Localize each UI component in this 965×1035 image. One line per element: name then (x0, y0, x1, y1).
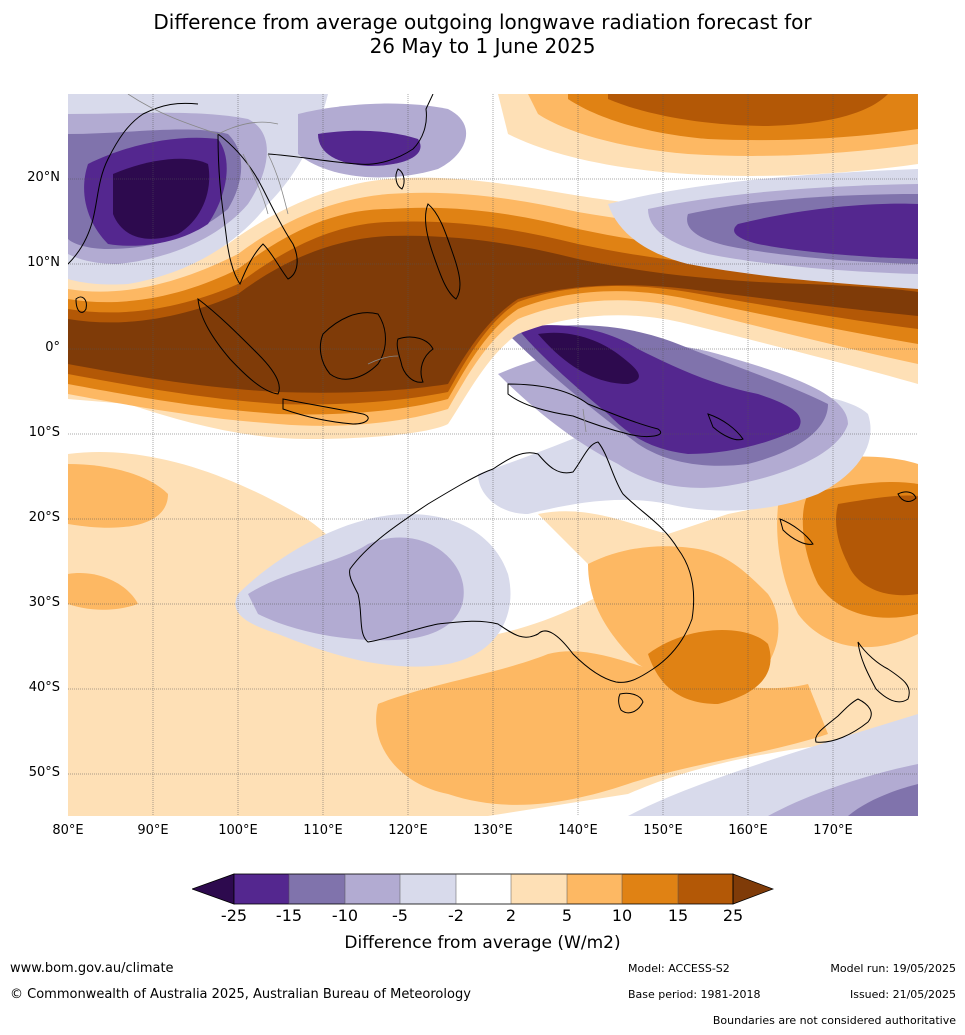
colorbar-swatch-p10-p15 (622, 874, 678, 904)
title-line-2: 26 May to 1 June 2025 (369, 34, 596, 58)
fiji-coastline (897, 491, 917, 502)
lon-label-150e: 150°E (643, 823, 683, 838)
colorbar-swatch-n2-p2 (456, 874, 511, 904)
colorbar-extend-low (190, 873, 235, 905)
colorbar-tick-n25: -25 (220, 906, 248, 925)
borneo-coastline (319, 312, 386, 380)
sri-lanka-coastline (75, 296, 87, 313)
lat-label-40s: 40°S (28, 680, 60, 695)
country-borders (127, 94, 587, 433)
region-bay-of-bengal-extreme (113, 158, 210, 239)
colorbar-swatch-n25-n15 (234, 874, 289, 904)
region-melanesia-extreme (538, 332, 639, 384)
lon-label-130e: 130°E (473, 823, 513, 838)
new-zealand-south-coastline (815, 698, 872, 743)
philippines-coastline (425, 203, 461, 300)
new-zealand-north-coastline (857, 641, 910, 703)
copyright-notice: © Commonwealth of Australia 2025, Austra… (10, 987, 471, 1002)
graticule (68, 94, 918, 816)
java-coastline (282, 398, 369, 425)
lat-label-20s: 20°S (28, 510, 60, 525)
sulawesi-coastline (396, 336, 434, 383)
colorbar-swatch-n5-n2 (400, 874, 456, 904)
region-west-indian-orange-2 (68, 573, 138, 610)
region-southern-ocean-purple-3 (848, 784, 918, 816)
colorbar-swatch-p5-p10 (567, 874, 622, 904)
lon-label-170e: 170°E (813, 823, 853, 838)
lon-label-80e: 80°E (52, 823, 84, 838)
colorbar-tick-p5: 5 (561, 906, 573, 925)
anomaly-map (68, 94, 918, 816)
colorbar-swatch-n15-n10 (289, 874, 345, 904)
boundaries-disclaimer: Boundaries are not considered authoritat… (712, 1014, 956, 1027)
region-south-china-dark-purple (318, 130, 421, 166)
colorbar-tick-p15: 15 (667, 906, 689, 925)
new-guinea-coastline (507, 383, 661, 437)
region-tasman-dark-orange (648, 630, 771, 704)
lon-label-120e: 120°E (388, 823, 428, 838)
lat-label-10n: 10°N (27, 255, 60, 270)
solomon-islands-coastline (707, 413, 744, 441)
south-china-coastline (267, 94, 434, 165)
india-coastline (68, 102, 199, 265)
base-period-info: Base period: 1981-2018 (628, 988, 761, 1001)
lon-label-100e: 100°E (218, 823, 258, 838)
model-run-date: Model run: 19/05/2025 (830, 962, 956, 975)
colorbar-swatch-n10-n5 (345, 874, 400, 904)
colorbar-tick-n15: -15 (275, 906, 303, 925)
colorbar-tick-n2: -2 (448, 906, 464, 925)
colorbar-extend-high (732, 873, 775, 905)
lon-label-140e: 140°E (558, 823, 598, 838)
lat-label-50s: 50°S (28, 765, 60, 780)
colorbar-swatch-p15-p25 (678, 874, 733, 904)
lon-label-90e: 90°E (137, 823, 169, 838)
region-west-indian-orange (68, 464, 168, 528)
lat-label-10s: 10°S (28, 425, 60, 440)
colorbar-tick-n10: -10 (331, 906, 359, 925)
region-nw-pacific-dark-purple (734, 203, 918, 259)
model-info: Model: ACCESS-S2 (628, 962, 730, 975)
colorbar-swatches (190, 873, 775, 905)
colorbar-tick-p10: 10 (611, 906, 633, 925)
indochina-coastline (217, 132, 298, 286)
lon-label-110e: 110°E (303, 823, 343, 838)
colorbar-tick-p2: 2 (505, 906, 517, 925)
title-line-1: Difference from average outgoing longwav… (153, 10, 812, 34)
new-caledonia-coastline (779, 518, 814, 545)
colorbar-tick-n5: -5 (392, 906, 408, 925)
tasmania-coastline (618, 692, 644, 714)
issued-date: Issued: 21/05/2025 (849, 988, 956, 1001)
colorbar-tick-p25: 25 (722, 906, 744, 925)
sumatra-coastline (197, 297, 280, 395)
map-canvas (68, 94, 918, 816)
lat-label-20n: 20°N (27, 170, 60, 185)
lon-label-160e: 160°E (728, 823, 768, 838)
coastlines (68, 94, 917, 743)
australia-coastline (349, 441, 695, 683)
colorbar (190, 873, 775, 911)
lat-label-30s: 30°S (28, 595, 60, 610)
taiwan-coastline (395, 168, 405, 190)
region-coral-sea-brown (836, 495, 918, 596)
colorbar-label: Difference from average (W/m2) (344, 933, 621, 953)
lat-label-0: 0° (45, 340, 60, 355)
map-title: Difference from average outgoing longwav… (0, 10, 965, 58)
website-link[interactable]: www.bom.gov.au/climate (10, 961, 174, 976)
colorbar-swatch-p2-p5 (511, 874, 567, 904)
